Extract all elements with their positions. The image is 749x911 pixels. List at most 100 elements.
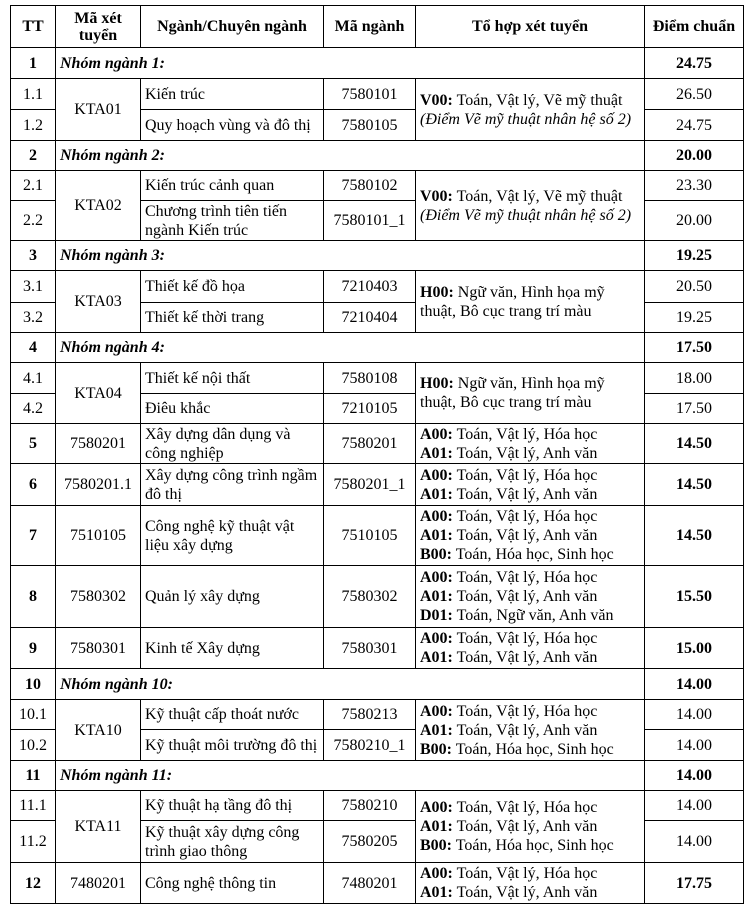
to-hop: V00: Toán, Vật lý, Vẽ mỹ thuật (Điểm Vẽ m… bbox=[415, 170, 645, 241]
table-row: 3.1 KTA03 Thiết kế đồ họa 7210403 H00: Ngữ v… bbox=[10, 270, 744, 333]
header-row: TT Mã xét tuyển Ngành/Chuyên ngành Mã ng… bbox=[10, 5, 744, 48]
combo-code: B00: bbox=[420, 546, 452, 563]
combo-code: A01: bbox=[420, 721, 453, 739]
diem-chuan: 14.50 bbox=[644, 505, 744, 566]
ma-xet-tuyen: 7580201 bbox=[55, 423, 141, 464]
ma-xet-tuyen: KTA04 bbox=[55, 362, 141, 424]
nganh-name: Kinh tế Xây dựng bbox=[140, 627, 324, 669]
combo-subjects: Toán, Vật lý, Vẽ mỹ thuật bbox=[452, 91, 623, 109]
table-row: 6 7580201.1 Xây dựng công trình ngầm đô th… bbox=[10, 463, 744, 506]
ma-xet-tuyen: KTA11 bbox=[55, 790, 141, 863]
nganh-name: Kỹ thuật hạ tầng đô thị bbox=[140, 790, 324, 821]
combo-line: H00: Ngữ văn, Hình họa mỹ thuật, Bô cục … bbox=[420, 283, 640, 321]
combo-note: (Điểm Vẽ mỹ thuật nhân hệ số 2) bbox=[420, 206, 632, 224]
combo-line: A01: Toán, Vật lý, Anh văn bbox=[420, 883, 640, 902]
ma-nganh: 7210403 bbox=[323, 270, 416, 303]
combo-subjects: Toán, Vật lý, Hóa học bbox=[452, 702, 598, 720]
combo-code: A00: bbox=[420, 508, 453, 525]
ma-xet-tuyen: KTA01 bbox=[55, 78, 141, 141]
group-row: 11 Nhóm ngành 11: 14.00 bbox=[10, 760, 744, 791]
diem-chuan: 14.00 bbox=[644, 729, 744, 761]
combo-code: A01: bbox=[420, 588, 453, 605]
combo-line: A00: Toán, Vật lý, Hóa học bbox=[420, 702, 640, 721]
header-to-hop: Tổ hợp xét tuyển bbox=[415, 5, 645, 48]
to-hop: A00: Toán, Vật lý, Hóa học A01: Toán, Vật… bbox=[415, 505, 645, 566]
group-row: 10 Nhóm ngành 10: 14.00 bbox=[10, 668, 744, 700]
diem-chuan: 17.75 bbox=[644, 862, 744, 904]
diem-chuan: 14.00 bbox=[644, 820, 744, 863]
row-tt: 2.1 bbox=[10, 170, 56, 201]
table-row: 7 7510105 Công nghệ kỹ thuật vật liệu xây … bbox=[10, 505, 744, 566]
nganh-name: Xây dựng công trình ngầm đô thị bbox=[140, 463, 324, 506]
combo-code: A00: bbox=[420, 569, 453, 586]
table-row: 5 7580201 Xây dựng dân dụng và công nghiệp… bbox=[10, 423, 744, 464]
combo-code: A01: bbox=[420, 527, 453, 544]
diem-chuan: 19.25 bbox=[644, 302, 744, 333]
nganh-name: Quản lý xây dựng bbox=[140, 565, 324, 628]
header-ma-xet-tuyen: Mã xét tuyển bbox=[55, 5, 141, 48]
combo-code: A01: bbox=[420, 818, 453, 835]
group-tt: 4 bbox=[10, 332, 56, 363]
diem-chuan: 26.50 bbox=[644, 78, 744, 110]
row-tt: 3.2 bbox=[10, 302, 56, 333]
ma-nganh: 7580102 bbox=[323, 170, 416, 201]
group-row: 4 Nhóm ngành 4: 17.50 bbox=[10, 332, 744, 363]
diem-chuan: 24.75 bbox=[644, 109, 744, 141]
row-tt: 8 bbox=[10, 565, 56, 628]
ma-nganh: 7580301 bbox=[323, 627, 416, 669]
table-row: 8 7580302 Quản lý xây dựng 7580302 A00: Toán… bbox=[10, 565, 744, 628]
combo-subjects: Toán, Vật lý, Anh văn bbox=[452, 444, 598, 462]
nganh-name: Công nghệ thông tin bbox=[140, 862, 324, 904]
combo-line: A00: Toán, Vật lý, Hóa học bbox=[420, 864, 640, 883]
table-row: 12 7480201 Công nghệ thông tin 7480201 A00: … bbox=[10, 862, 744, 904]
combo-code: A00: bbox=[420, 466, 453, 484]
diem-chuan: 20.00 bbox=[644, 200, 744, 241]
ma-nganh: 7510105 bbox=[323, 505, 416, 566]
diem-chuan: 15.00 bbox=[644, 627, 744, 669]
group-tt: 11 bbox=[10, 760, 56, 791]
diem-chuan: 15.50 bbox=[644, 565, 744, 628]
header-ma-nganh: Mã ngành bbox=[323, 5, 416, 48]
table-row: 1.1 KTA01 Kiến trúc 7580101 V00: Toán, Vật l… bbox=[10, 78, 744, 141]
nganh-name: Chương trình tiên tiến ngành Kiến trúc bbox=[140, 200, 324, 241]
combo-line: A00: Toán, Vật lý, Hóa học bbox=[420, 425, 640, 444]
combo-code: B00: bbox=[420, 837, 452, 854]
combo-code: V00: bbox=[420, 91, 453, 109]
group-row: 1 Nhóm ngành 1: 24.75 bbox=[10, 47, 744, 79]
group-title: Nhóm ngành 1: bbox=[55, 47, 645, 79]
combo-subjects: Toán, Hóa học, Sinh học bbox=[452, 740, 614, 758]
header-tt: TT bbox=[10, 5, 56, 48]
diem-chuan: 20.50 bbox=[644, 270, 744, 303]
group-title: Nhóm ngành 4: bbox=[55, 332, 645, 363]
table-row: 2.1 KTA02 Kiến trúc cảnh quan 7580102 V00: T… bbox=[10, 170, 744, 241]
ma-xet-tuyen: 7480201 bbox=[55, 862, 141, 904]
combo-subjects: Toán, Vật lý, Hóa học bbox=[452, 425, 598, 443]
diem-chuan: 14.50 bbox=[644, 463, 744, 506]
table-row: 4.2 Điêu khắc 7210105 17.50 bbox=[10, 393, 744, 424]
ma-nganh: 7580205 bbox=[323, 820, 416, 863]
to-hop: A00: Toán, Vật lý, Hóa học A01: Toán, Vật… bbox=[415, 565, 645, 628]
group-tt: 1 bbox=[10, 47, 56, 79]
combo-line: D01: Toán, Ngữ văn, Anh văn bbox=[420, 606, 640, 625]
to-hop: V00: Toán, Vật lý, Vẽ mỹ thuật (Điểm Vẽ m… bbox=[415, 78, 645, 141]
combo-subjects: Toán, Vật lý, Hóa học bbox=[452, 466, 598, 484]
group-row: 3 Nhóm ngành 3: 19.25 bbox=[10, 240, 744, 271]
ma-nganh: 7580302 bbox=[323, 565, 416, 628]
ma-xet-tuyen: KTA03 bbox=[55, 270, 141, 333]
row-tt: 2.2 bbox=[10, 200, 56, 241]
diem-chuan: 14.50 bbox=[644, 423, 744, 464]
ma-nganh: 7580101_1 bbox=[323, 200, 416, 241]
combo-subjects: Toán, Vật lý, Anh văn bbox=[452, 884, 598, 901]
combo-line: A01: Toán, Vật lý, Anh văn bbox=[420, 721, 640, 740]
table-row: 4.1 KTA04 Thiết kế nội thất 7580108 H00: Ngữ… bbox=[10, 362, 744, 424]
nganh-name: Kỹ thuật môi trường đô thị bbox=[140, 729, 324, 761]
group-score: 17.50 bbox=[644, 332, 744, 363]
combo-subjects: Toán, Hóa học, Sinh học bbox=[452, 837, 614, 854]
combo-code: H00: bbox=[420, 375, 454, 392]
combo-line: H00: Ngữ văn, Hình họa mỹ thuật, Bô cục … bbox=[420, 374, 640, 412]
ma-nganh: 7580213 bbox=[323, 699, 416, 730]
group-score: 14.00 bbox=[644, 668, 744, 700]
row-tt: 1.2 bbox=[10, 109, 56, 141]
combo-subjects: Toán, Ngữ văn, Anh văn bbox=[452, 607, 614, 624]
table-row: 11.2 Kỹ thuật xây dựng công trình giao th… bbox=[10, 820, 744, 863]
